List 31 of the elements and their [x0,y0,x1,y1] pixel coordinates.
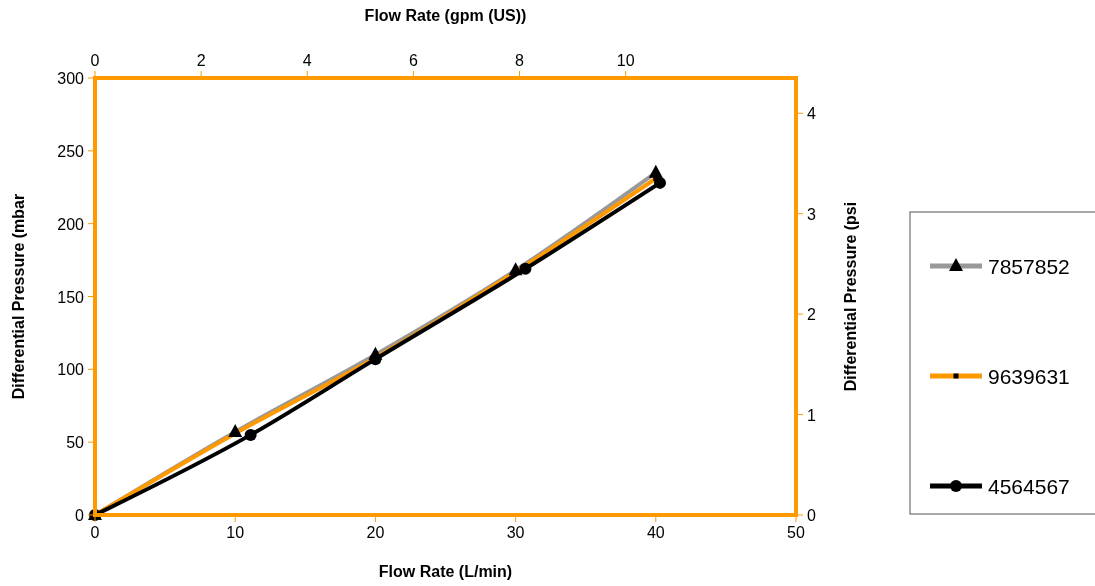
y2-tick-label: 1 [807,406,816,424]
y2-tick-label: 0 [807,507,816,524]
x2-tick-label: 6 [408,52,418,69]
x2-tick-label: 8 [515,52,525,69]
y-tick-label: 100 [57,361,85,379]
y-axis-title: Differential Pressure (mbar [10,193,27,400]
legend-label: 4564567 [988,475,1070,498]
y2-tick-label: 3 [807,205,816,223]
x2-tick-label: 2 [196,52,206,69]
x-tick-label: 10 [226,524,245,541]
legend-label: 9639631 [988,365,1070,388]
y-tick-label: 150 [57,288,85,306]
x-tick-label: 50 [787,524,805,541]
x2-tick-label: 10 [616,52,635,69]
y-tick-label: 300 [57,70,85,87]
y-tick-label: 200 [57,215,85,233]
x-tick-label: 0 [90,524,100,541]
x2-axis-title: Flow Rate (gpm (US)) [364,7,527,24]
x2-tick-label: 0 [90,52,100,69]
y-tick-label: 0 [75,507,85,524]
legend-label: 7857852 [988,255,1070,278]
x-tick-label: 40 [646,524,665,541]
x2-tick-label: 4 [302,52,312,69]
y-tick-label: 250 [57,142,85,160]
x-tick-label: 30 [506,524,525,541]
x-axis-title: Flow Rate (L/min) [378,563,513,580]
y2-axis-title: Differential Pressure (psi [842,201,859,392]
y2-tick-label: 2 [807,306,816,324]
y-tick-label: 50 [66,434,85,452]
y2-tick-label: 4 [807,105,816,123]
x-tick-label: 20 [366,524,385,541]
